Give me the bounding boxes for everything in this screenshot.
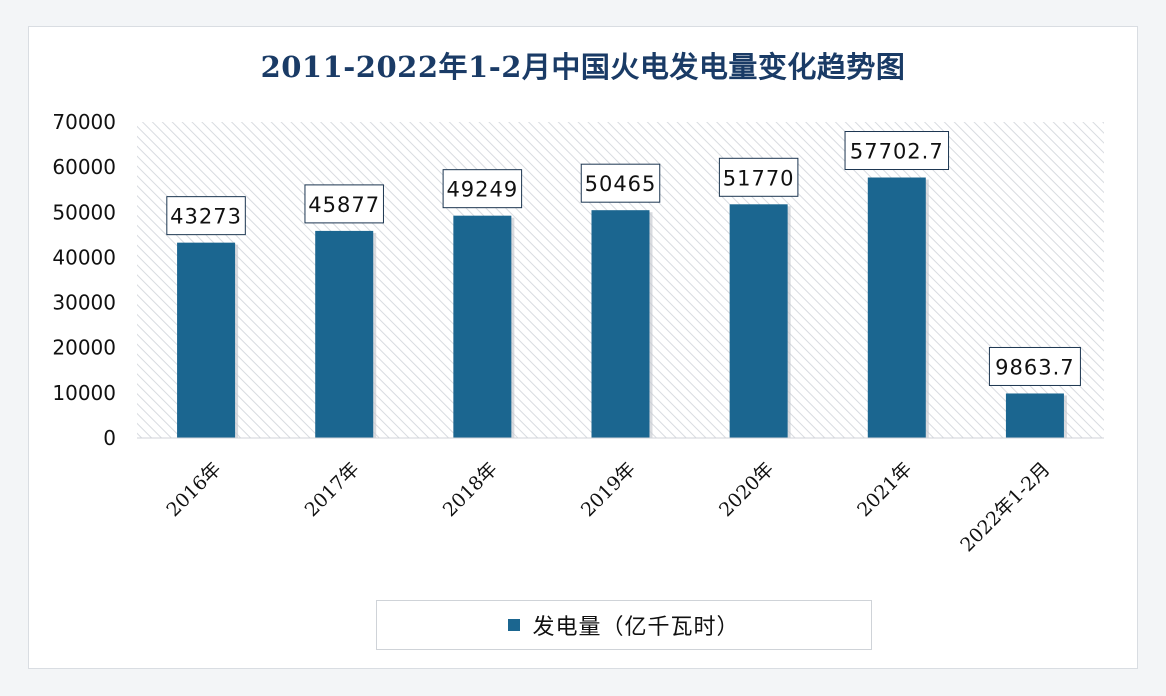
bar [729, 204, 788, 438]
y-tick-label: 60000 [52, 155, 116, 179]
x-tick-label: 2022年1-2月 [956, 458, 1054, 556]
data-label-box [988, 346, 1081, 386]
bar [867, 177, 926, 438]
data-label-box [844, 131, 950, 171]
data-label: 49249 [446, 178, 518, 202]
y-tick-label: 0 [103, 426, 116, 450]
bar [1005, 393, 1064, 438]
y-axis-ticks: 0 10000 20000 30000 40000 50000 60000 70000 [52, 110, 116, 450]
data-labels: 43273 45877 49249 50465 51770 57702.7 9863.7 [166, 131, 1081, 386]
bar [453, 215, 512, 438]
bar [177, 242, 236, 438]
bar [591, 210, 650, 438]
x-tick-label: 2017年 [301, 458, 364, 521]
data-label: 57702.7 [850, 140, 944, 164]
bars [177, 177, 1067, 438]
data-label-box [166, 196, 246, 236]
data-label: 45877 [308, 193, 380, 217]
data-label-box [718, 157, 799, 197]
y-tick-label: 70000 [52, 110, 116, 134]
legend-label: 发电量（亿千瓦时） [532, 615, 740, 640]
chart-title: 2011-2022年1-2月中国火电发电量变化趋势图 [260, 50, 906, 84]
y-tick-label: 50000 [52, 200, 116, 224]
x-tick-label: 2020年 [715, 458, 778, 521]
x-tick-label: 2021年 [853, 458, 916, 521]
x-axis-ticks: 2016年 2017年 2018年 2019年 2020年 2021年 2022年1-2月 [162, 458, 1054, 556]
bar [315, 230, 374, 438]
legend-swatch [508, 619, 521, 631]
x-tick-label: 2018年 [439, 458, 502, 521]
data-label: 43273 [170, 205, 242, 229]
data-label-box [304, 184, 384, 224]
legend: 发电量（亿千瓦时） [376, 600, 872, 650]
x-tick-label: 2016年 [162, 458, 225, 521]
data-label: 51770 [723, 166, 795, 190]
y-tick-label: 30000 [52, 291, 116, 315]
data-label: 9863.7 [995, 355, 1074, 379]
y-tick-label: 40000 [52, 245, 116, 269]
x-tick-label: 2019年 [577, 458, 640, 521]
data-label-box [442, 169, 523, 209]
data-label-box [580, 163, 661, 203]
data-label: 50465 [585, 172, 657, 196]
y-tick-label: 10000 [52, 381, 116, 405]
y-tick-label: 20000 [52, 336, 116, 360]
